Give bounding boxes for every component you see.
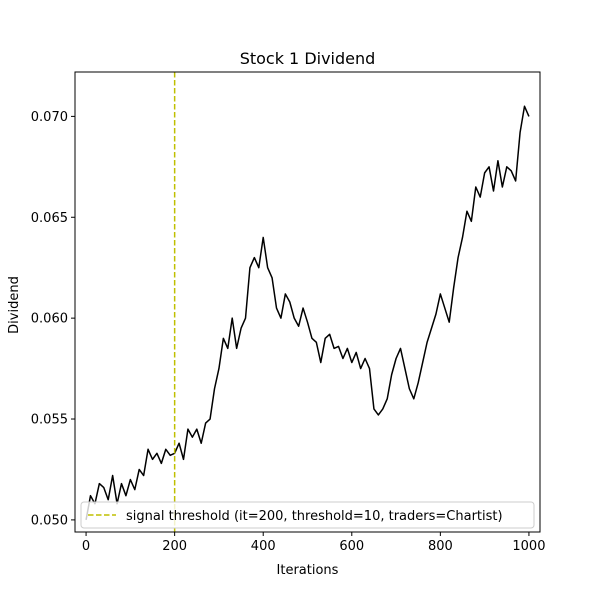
y-tick-label: 0.070 [31, 110, 68, 125]
x-tick-label: 200 [162, 539, 187, 554]
plot-area [85, 72, 530, 532]
y-tick-label: 0.060 [31, 312, 68, 327]
x-axis-label: Iterations [277, 563, 339, 578]
chart-title: Stock 1 Dividend [240, 49, 376, 68]
y-axis-ticks: 0.050 0.055 0.060 0.065 0.070 [31, 110, 75, 528]
x-tick-label: 400 [251, 539, 276, 554]
legend-box [80, 501, 535, 529]
x-axis-ticks: 0 200 400 600 800 1000 [82, 532, 545, 554]
y-tick-label: 0.055 [31, 413, 68, 428]
axes-frame [74, 71, 541, 533]
x-tick-label: 600 [339, 539, 364, 554]
series-line-dividend [85, 105, 530, 521]
x-tick-label: 1000 [512, 539, 545, 554]
y-axis-label: Dividend [7, 276, 22, 334]
y-tick-label: 0.065 [31, 211, 68, 226]
x-tick-label: 800 [428, 539, 453, 554]
y-tick-label: 0.050 [31, 513, 68, 528]
legend: signal threshold (it=200, threshold=10, … [80, 501, 535, 529]
legend-label-threshold: signal threshold (it=200, threshold=10, … [126, 509, 503, 524]
x-tick-label: 0 [82, 539, 90, 554]
